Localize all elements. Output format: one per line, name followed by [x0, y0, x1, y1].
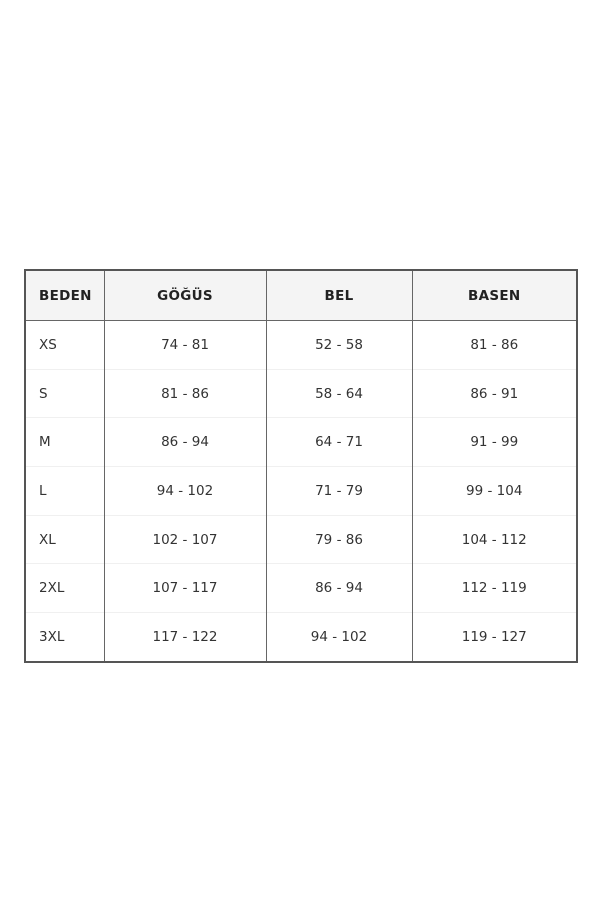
cell-basen: 91 - 99 — [411, 417, 577, 467]
cell-basen: 81 - 86 — [411, 320, 577, 370]
cell-basen: 99 - 104 — [411, 466, 577, 516]
size-chart-table: BEDEN GÖĞÜS BEL BASEN XS 74 - 81 52 - 58 81… — [24, 269, 578, 663]
table-row: S 81 - 86 58 - 64 86 - 91 — [25, 368, 577, 418]
cell-size: XS — [25, 320, 104, 370]
cell-bel: 52 - 58 — [265, 320, 412, 370]
cell-basen: 86 - 91 — [411, 368, 577, 418]
cell-gogus: 86 - 94 — [103, 417, 266, 467]
cell-bel: 58 - 64 — [265, 368, 412, 418]
cell-gogus: 107 - 117 — [103, 563, 266, 613]
header-basen: BASEN — [411, 270, 577, 321]
cell-bel: 86 - 94 — [265, 563, 412, 613]
cell-basen: 119 - 127 — [411, 612, 577, 662]
cell-basen: 112 - 119 — [411, 563, 577, 613]
cell-gogus: 74 - 81 — [103, 320, 266, 370]
cell-basen: 104 - 112 — [411, 514, 577, 564]
header-bel: BEL — [265, 270, 412, 321]
cell-bel: 94 - 102 — [265, 612, 412, 662]
cell-size: XL — [25, 514, 104, 564]
cell-size: S — [25, 368, 104, 418]
table-row: 2XL 107 - 117 86 - 94 112 - 119 — [25, 563, 577, 613]
table-row: 3XL 117 - 122 94 - 102 119 - 127 — [25, 612, 577, 662]
cell-size: L — [25, 466, 104, 516]
table-row: XL 102 - 107 79 - 86 104 - 112 — [25, 514, 577, 564]
cell-gogus: 94 - 102 — [103, 466, 266, 516]
table-row: M 86 - 94 64 - 71 91 - 99 — [25, 417, 577, 467]
table-row: L 94 - 102 71 - 79 99 - 104 — [25, 466, 577, 516]
cell-gogus: 81 - 86 — [103, 368, 266, 418]
header-gogus: GÖĞÜS — [103, 270, 266, 321]
cell-size: 2XL — [25, 563, 104, 613]
cell-gogus: 102 - 107 — [103, 514, 266, 564]
cell-gogus: 117 - 122 — [103, 612, 266, 662]
header-row: BEDEN GÖĞÜS BEL BASEN — [25, 270, 577, 321]
header-beden: BEDEN — [25, 270, 104, 321]
cell-bel: 71 - 79 — [265, 466, 412, 516]
cell-bel: 79 - 86 — [265, 514, 412, 564]
cell-bel: 64 - 71 — [265, 417, 412, 467]
cell-size: M — [25, 417, 104, 467]
cell-size: 3XL — [25, 612, 104, 662]
table-row: XS 74 - 81 52 - 58 81 - 86 — [25, 320, 577, 370]
